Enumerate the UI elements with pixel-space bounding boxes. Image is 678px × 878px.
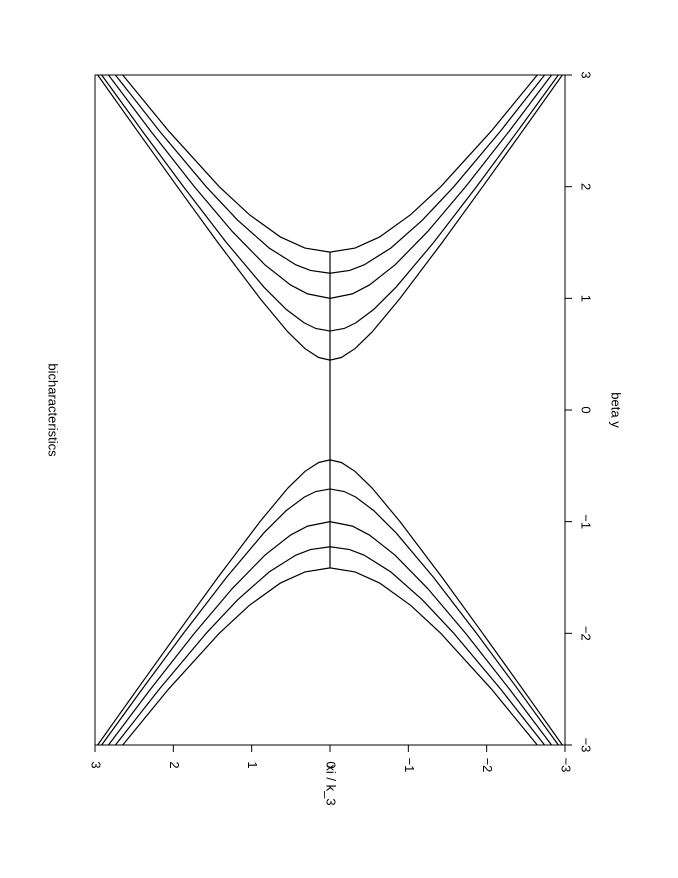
curve [114, 546, 546, 746]
y-tick-label: 0 [324, 761, 339, 768]
x-tick-label: 1 [579, 295, 594, 302]
y-tick-label: 1 [245, 761, 260, 768]
x-tick-label: 2 [579, 183, 594, 190]
curve [114, 74, 546, 274]
x-tick-label: 3 [579, 71, 594, 78]
x-tick-label: −1 [579, 514, 594, 529]
y-tick-label: −3 [559, 758, 574, 773]
y-tick-label: −1 [402, 758, 417, 773]
y-tick-label: 3 [89, 761, 104, 768]
y-axis-label: xi / k_3 [324, 764, 339, 805]
y-tick-label: 2 [167, 761, 182, 768]
y-tick-label: −2 [480, 758, 495, 773]
chart-title: bicharacteristics [46, 363, 61, 457]
curve [122, 74, 538, 253]
curve [122, 567, 538, 746]
x-tick-label: 0 [579, 406, 594, 413]
x-axis-label: beta y [609, 392, 624, 428]
x-tick-label: −3 [579, 738, 594, 753]
x-tick-label: −2 [579, 626, 594, 641]
